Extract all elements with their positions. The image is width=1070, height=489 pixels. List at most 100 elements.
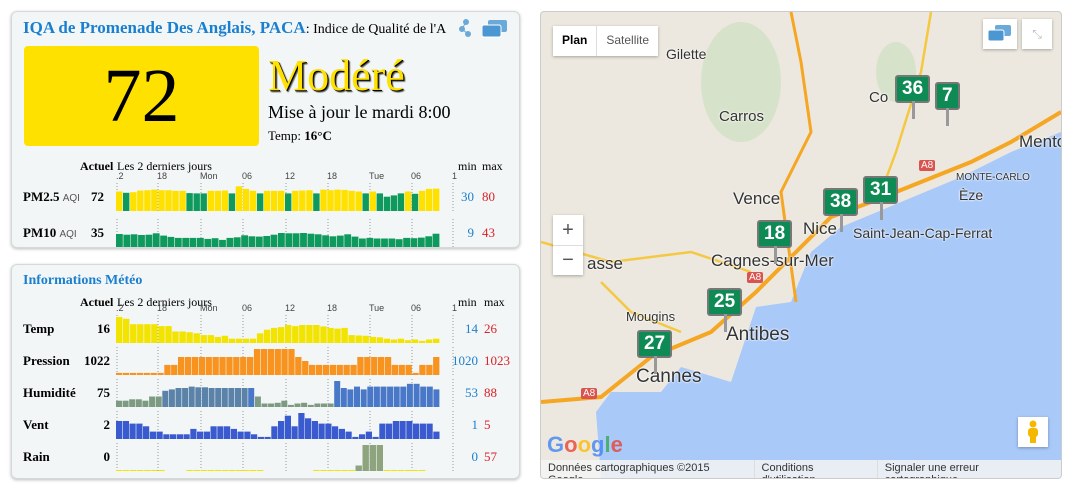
zoom-out-button[interactable]: −	[562, 249, 574, 271]
bar	[369, 445, 376, 471]
header-range: Les 2 derniers jours	[117, 159, 212, 173]
bar	[278, 190, 285, 211]
bar	[171, 364, 178, 375]
header-min: min	[458, 159, 477, 173]
bar	[129, 372, 137, 375]
bar	[355, 191, 362, 211]
header-min: min	[458, 295, 477, 309]
bar	[247, 357, 254, 375]
station-marker[interactable]: 25	[707, 288, 743, 332]
bar-chart	[116, 183, 454, 211]
time-tick: 12	[285, 171, 296, 181]
bar	[327, 403, 334, 407]
bar	[400, 386, 407, 407]
widget-icon[interactable]	[482, 20, 508, 38]
bar	[341, 189, 348, 211]
station-marker[interactable]: 18	[757, 220, 793, 264]
map-type-satellite[interactable]: Satellite	[596, 26, 658, 56]
bar	[343, 364, 350, 375]
bar	[359, 434, 366, 439]
place-label: Gilette	[666, 46, 707, 62]
bar	[383, 196, 391, 211]
bar	[254, 396, 261, 407]
bar	[256, 333, 264, 343]
station-marker[interactable]: 27	[637, 330, 673, 374]
bar	[380, 386, 387, 407]
bar	[391, 364, 398, 375]
bar	[157, 372, 164, 375]
bar	[425, 236, 433, 247]
bar	[314, 403, 321, 407]
row-label: Temp	[23, 321, 55, 336]
map-type-plan[interactable]: Plan	[562, 33, 588, 47]
share-icon[interactable]	[457, 18, 473, 38]
bar	[334, 381, 341, 407]
bar	[274, 349, 281, 375]
bar	[433, 188, 440, 211]
bar	[193, 470, 200, 471]
time-tick: 1	[452, 171, 458, 181]
bar	[205, 357, 212, 375]
bar	[168, 389, 175, 407]
bar	[186, 470, 193, 471]
bar	[270, 234, 278, 247]
max-value: 26	[484, 321, 497, 336]
station-marker[interactable]: 31	[863, 176, 899, 220]
bar	[287, 404, 294, 407]
bar	[351, 236, 359, 247]
bar	[143, 426, 150, 439]
map[interactable]: Plan Satellite ⤡ + − Gilette Carros Vence C…	[540, 11, 1062, 479]
street-view-pegman[interactable]	[1018, 417, 1048, 447]
bar	[419, 423, 426, 439]
bar	[260, 349, 268, 375]
time-tick: 06	[411, 303, 422, 313]
bar	[271, 426, 278, 439]
bar	[162, 390, 169, 407]
bar-chart	[116, 443, 454, 471]
station-marker[interactable]: 7	[935, 82, 960, 126]
bar	[244, 431, 251, 439]
bar	[334, 328, 341, 343]
report-error-link[interactable]: Signaler une erreur cartographique	[876, 460, 1061, 478]
bar-chart	[116, 411, 454, 439]
header-range: Les 2 derniers jours	[117, 295, 212, 309]
bar	[261, 403, 268, 407]
max-value: 80	[482, 189, 495, 204]
station-marker[interactable]: 38	[823, 188, 859, 232]
bar	[203, 431, 210, 439]
bar	[251, 434, 258, 439]
bar	[281, 400, 288, 407]
bar	[395, 239, 403, 247]
bar	[307, 404, 314, 407]
fullscreen-button[interactable]: ⤡	[1022, 19, 1052, 49]
aqi-value-box: 72	[24, 46, 259, 146]
google-logo: Google	[547, 432, 623, 457]
bar	[267, 349, 274, 375]
bar	[336, 364, 343, 375]
bar	[172, 331, 179, 343]
terms-link[interactable]: Conditions d'utilisation	[753, 460, 877, 478]
station-marker[interactable]: 36	[895, 75, 931, 119]
place-label: Èze	[959, 187, 984, 203]
bar	[263, 329, 271, 343]
bar	[322, 364, 330, 375]
bar	[211, 238, 219, 247]
bar	[144, 324, 151, 343]
widget-toggle-button[interactable]	[983, 19, 1017, 49]
bar	[212, 357, 219, 375]
bar	[165, 190, 172, 211]
header-max: max	[482, 159, 503, 173]
bar	[307, 233, 315, 247]
row-label: Vent	[23, 417, 49, 432]
bar	[321, 403, 327, 407]
bar	[255, 236, 263, 247]
bar	[263, 190, 271, 211]
bar	[320, 326, 327, 343]
bar	[404, 470, 412, 471]
bar	[397, 470, 405, 471]
aqi-level: Modéré	[268, 51, 405, 100]
zoom-in-button[interactable]: +	[553, 215, 583, 246]
map-tiles[interactable]	[541, 12, 1061, 478]
bar	[341, 470, 348, 471]
bar	[344, 234, 352, 247]
